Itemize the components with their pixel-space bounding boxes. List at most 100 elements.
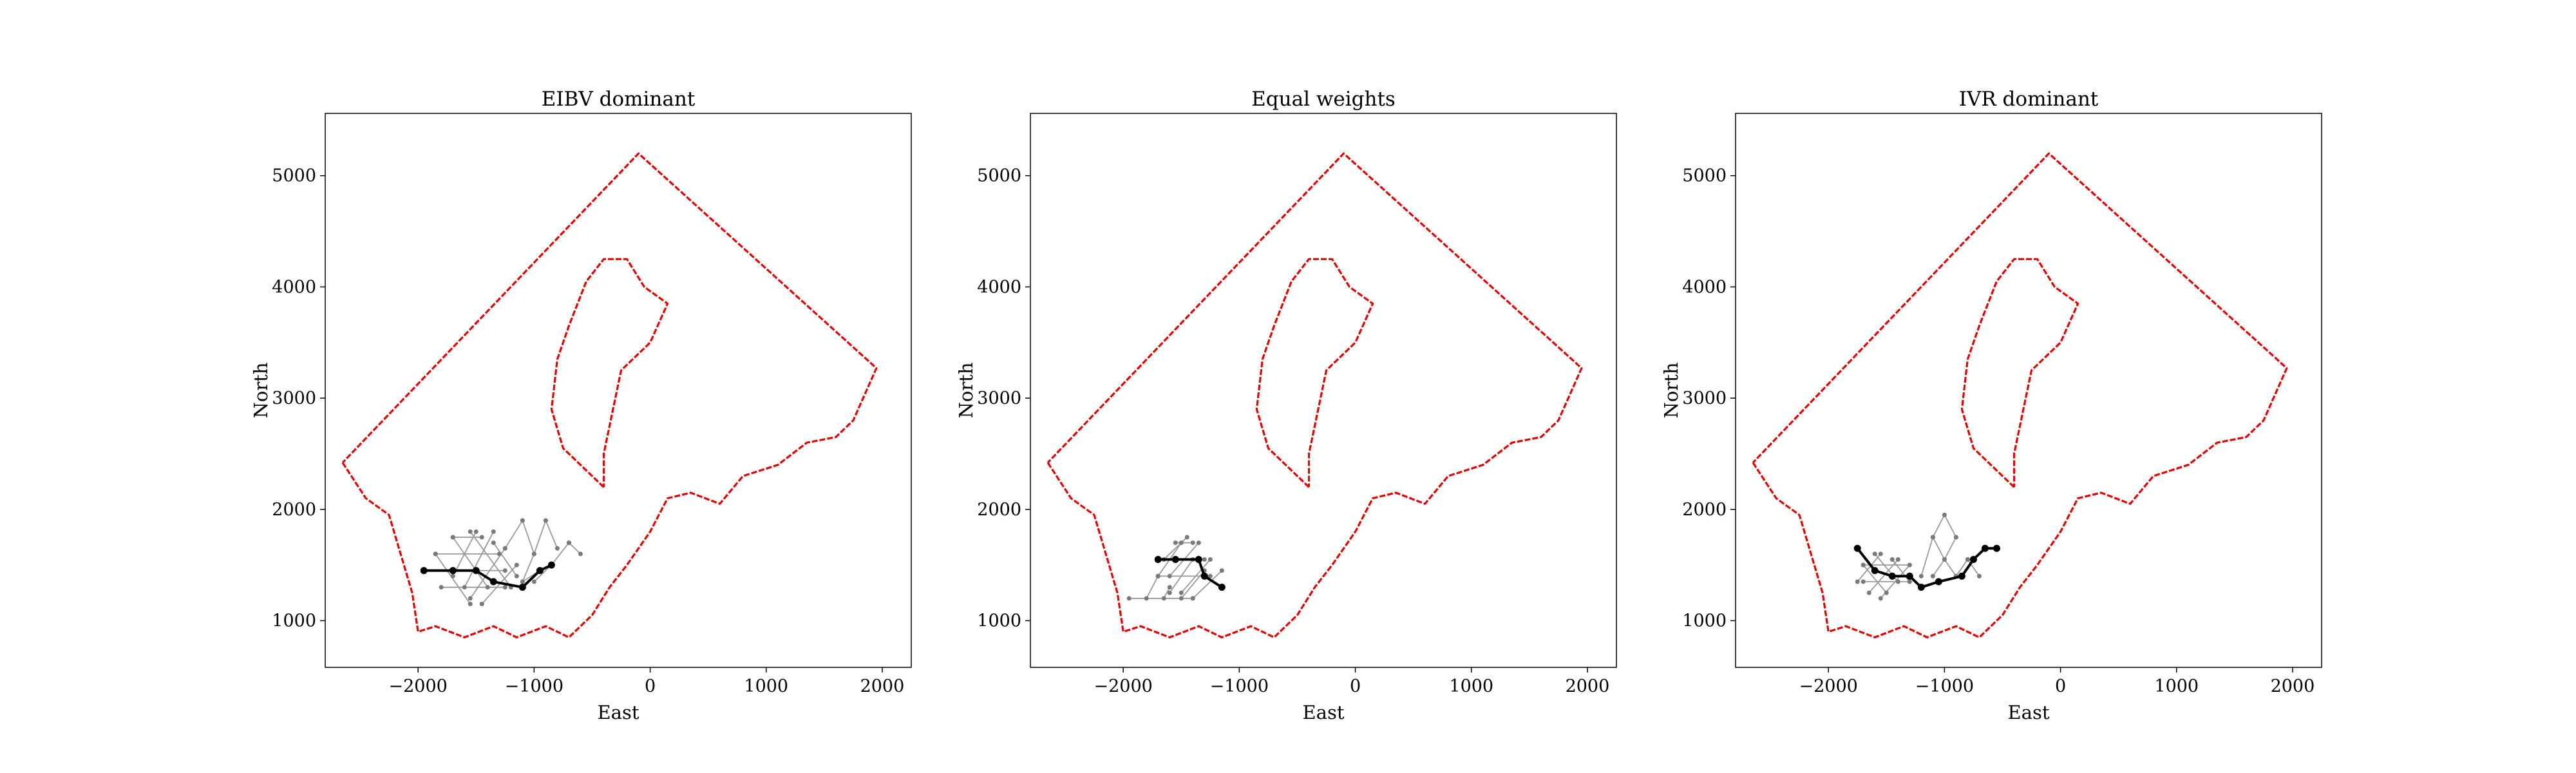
path-node xyxy=(1154,555,1162,563)
y-tick-label: 3000 xyxy=(272,388,316,408)
lattice-node xyxy=(502,585,507,590)
y-tick-label: 2000 xyxy=(272,500,316,520)
lattice-edge xyxy=(1944,537,1957,560)
lattice-edge xyxy=(551,542,570,566)
lattice-node xyxy=(1208,573,1213,578)
y-tick-label: 2000 xyxy=(977,500,1021,520)
lattice-node xyxy=(1144,596,1149,601)
lattice-node xyxy=(1184,535,1189,540)
lattice-edge xyxy=(568,542,582,555)
y-tick-label: 3000 xyxy=(1682,388,1727,408)
lattice-node xyxy=(1878,551,1883,557)
lattice-node xyxy=(1861,579,1866,584)
lattice-node xyxy=(450,573,455,578)
x-axis-label: East xyxy=(598,701,639,723)
lattice-edge xyxy=(1163,537,1188,560)
x-tick-label: 1000 xyxy=(2154,676,2199,696)
lattice-node xyxy=(468,596,473,601)
plot-frame xyxy=(1735,113,2322,668)
lattice-edge xyxy=(1146,575,1159,599)
y-tick-label: 5000 xyxy=(1682,166,1727,186)
lattice-node xyxy=(543,518,548,523)
lattice-node xyxy=(1942,512,1947,517)
y-tick-label: 4000 xyxy=(977,277,1021,297)
lattice-node xyxy=(531,551,536,557)
lattice-node xyxy=(1855,579,1860,584)
lattice-node xyxy=(578,551,583,557)
outer-boundary-line xyxy=(341,152,878,639)
path-segment xyxy=(492,580,524,589)
y-axis-label: North xyxy=(1660,362,1682,418)
lattice-node xyxy=(1895,579,1900,584)
lattice-edge xyxy=(533,520,547,555)
y-axis-label: North xyxy=(250,362,272,418)
path-node xyxy=(1969,555,1977,563)
lattice-node xyxy=(1208,557,1213,562)
x-tick-label: −1000 xyxy=(1915,676,1974,696)
path-node xyxy=(472,567,480,575)
lattice-edge xyxy=(481,564,517,605)
lattice-edge xyxy=(469,531,512,588)
plot-frame xyxy=(1030,113,1617,668)
lattice-node xyxy=(450,535,455,540)
x-tick-label: 0 xyxy=(1350,676,1361,696)
x-tick-label: −2000 xyxy=(1799,676,1857,696)
path-node xyxy=(1218,584,1226,591)
lattice-node xyxy=(1866,590,1871,595)
panel-title: Equal weights xyxy=(1251,88,1396,111)
path-node xyxy=(1195,555,1202,563)
lattice-node xyxy=(497,551,502,557)
lattice-node xyxy=(468,602,473,607)
lattice-node xyxy=(479,602,484,607)
lattice-node xyxy=(1173,540,1178,546)
lattice-node xyxy=(433,551,438,557)
lattice-node xyxy=(1965,557,1970,562)
lattice-node xyxy=(1167,585,1172,590)
lattice-node xyxy=(1167,590,1172,595)
path-node xyxy=(1871,567,1879,575)
outer-boundary-line xyxy=(1752,152,2288,639)
lattice-edge xyxy=(1180,570,1205,599)
lattice-node xyxy=(1889,557,1895,562)
path-node xyxy=(1981,544,1989,552)
lattice-edge xyxy=(504,520,524,549)
path-segment xyxy=(521,569,542,589)
lattice-edge xyxy=(1967,558,1980,577)
lattice-node xyxy=(1872,551,1877,557)
lattice-node xyxy=(1161,596,1166,601)
y-tick-label: 4000 xyxy=(1682,277,1727,297)
lattice-edge xyxy=(1862,564,1887,593)
lattice-node xyxy=(1219,568,1224,573)
y-tick-label: 3000 xyxy=(977,388,1021,408)
path-node xyxy=(1200,572,1208,580)
lattice-edge xyxy=(1932,537,1946,560)
x-tick-label: −2000 xyxy=(1094,676,1152,696)
y-tick-label: 5000 xyxy=(272,166,316,186)
outer-boundary-line xyxy=(1046,152,1583,639)
x-tick-label: 2000 xyxy=(2271,676,2315,696)
x-axis-label: East xyxy=(1303,701,1345,723)
path-node xyxy=(1958,572,1965,580)
y-tick-label: 1000 xyxy=(1682,611,1727,631)
panel-eibv-dominant: EIBV dominant −2000 −1000 0 1000 2000 1000 2000… xyxy=(250,88,912,723)
path-node xyxy=(420,567,428,575)
lattice-node xyxy=(1126,596,1132,601)
lattice-node xyxy=(462,585,467,590)
lattice-node xyxy=(1918,573,1924,578)
lattice-node xyxy=(531,579,536,584)
x-tick-label: 1000 xyxy=(1449,676,1493,696)
inner-boundary-line xyxy=(1960,258,2079,488)
lattice-node xyxy=(491,540,496,546)
lattice-node xyxy=(485,585,490,590)
path-node xyxy=(518,584,526,591)
path-node xyxy=(536,567,544,575)
lattice-edge xyxy=(1920,537,1934,577)
inner-boundary-line xyxy=(550,258,669,488)
lattice-edge xyxy=(1192,570,1222,599)
lattice-node xyxy=(1907,579,1912,584)
lattice-node xyxy=(1167,573,1172,578)
plot-frame xyxy=(325,113,912,668)
path-node xyxy=(1888,572,1896,580)
panel-title: EIBV dominant xyxy=(542,88,696,111)
lattice-node xyxy=(1930,535,1935,540)
